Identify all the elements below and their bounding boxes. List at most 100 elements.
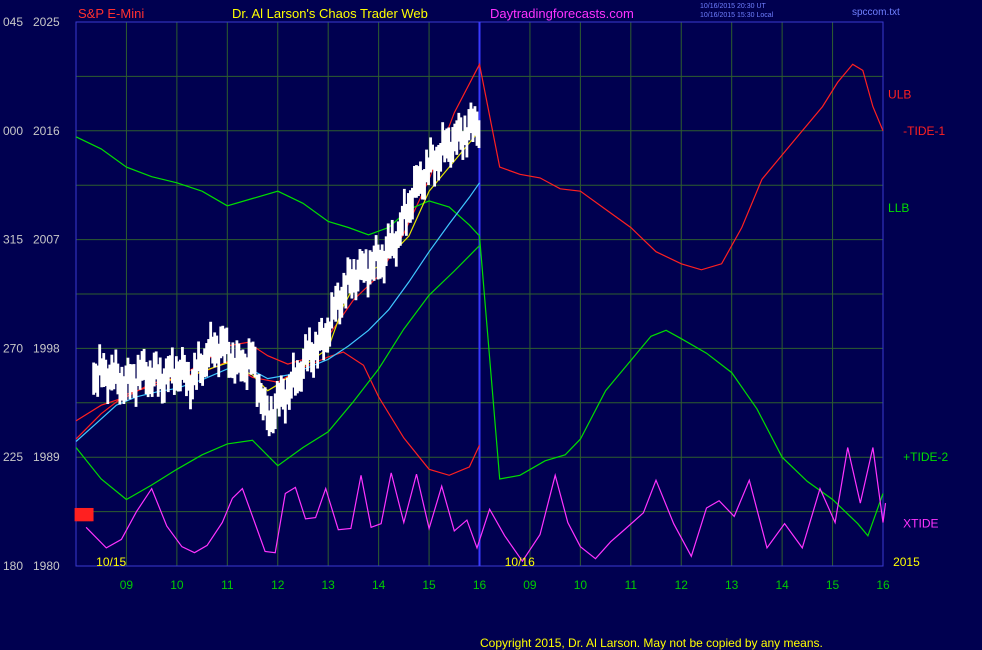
price-bar — [364, 249, 368, 282]
y-tick-label-right: 2025 — [33, 15, 60, 29]
price-bar — [275, 380, 279, 409]
price-bar — [409, 190, 412, 223]
date-label: 10/16 — [505, 555, 535, 569]
price-bar — [134, 378, 138, 407]
price-bar — [126, 357, 130, 384]
price-bar — [386, 223, 390, 259]
price-bar — [382, 250, 386, 284]
price-bar — [358, 249, 362, 280]
price-bar — [185, 361, 188, 397]
price-bar — [352, 259, 356, 293]
price-bar — [104, 359, 108, 387]
price-bar — [241, 349, 245, 382]
price-bar — [138, 359, 142, 390]
price-bar — [459, 117, 463, 150]
price-bar — [223, 328, 227, 364]
price-bar — [217, 343, 221, 378]
price-bar — [162, 368, 166, 403]
price-bar — [322, 327, 326, 361]
y-tick-label-right: 2016 — [33, 124, 60, 138]
price-bar — [376, 244, 380, 280]
price-bar — [110, 354, 114, 391]
x-tick-label: 11 — [625, 578, 638, 592]
price-bar — [114, 349, 118, 384]
price-bar — [354, 269, 358, 301]
x-tick-label: 09 — [523, 578, 537, 592]
price-bar — [78, 507, 82, 522]
x-tick-label: 09 — [120, 578, 134, 592]
price-bar — [324, 323, 328, 353]
price-bar — [239, 350, 243, 382]
price-bar — [203, 348, 207, 378]
price-bar — [277, 382, 281, 417]
price-bar — [112, 362, 116, 390]
price-bar — [314, 331, 317, 361]
x-tick-label: 10 — [170, 578, 184, 592]
timestamp-ut: 10/16/2015 20:30 UT — [700, 3, 766, 10]
price-bar — [291, 352, 295, 388]
chart-series — [75, 62, 887, 563]
series-label: +TIDE-2 — [903, 450, 948, 464]
price-bar — [74, 507, 78, 522]
price-bar — [344, 275, 348, 309]
price-bar — [197, 341, 200, 372]
price-bar — [431, 144, 434, 170]
price-bar — [267, 410, 271, 437]
price-bar — [98, 344, 102, 376]
price-bar — [413, 165, 416, 198]
price-bar — [441, 122, 445, 156]
price-bar — [362, 253, 366, 283]
price-bar — [338, 290, 342, 325]
chart-title-instrument: S&P E-Mini — [78, 6, 144, 21]
price-bar — [148, 360, 152, 395]
price-bar — [152, 352, 156, 387]
price-bar — [187, 361, 190, 391]
price-bar — [356, 259, 360, 292]
price-bar — [289, 371, 293, 399]
x-tick-label: 12 — [675, 578, 689, 592]
price-bars — [74, 102, 481, 522]
price-bar — [477, 120, 481, 149]
y-tick-label-left: 270 — [3, 341, 23, 355]
price-bar — [76, 507, 80, 522]
series-line-ma-cyan — [75, 182, 480, 442]
price-bar — [249, 342, 253, 375]
series-label: XTIDE — [903, 517, 938, 531]
price-bar — [261, 388, 265, 421]
price-bar — [328, 321, 332, 347]
series-label: LLB — [888, 201, 909, 215]
price-bar — [287, 374, 291, 410]
price-bar — [219, 326, 223, 359]
price-bar — [360, 250, 364, 281]
price-bar — [94, 363, 98, 393]
price-bar — [120, 366, 124, 401]
price-bar — [285, 377, 289, 405]
price-bar — [170, 347, 174, 384]
price-bar — [336, 282, 340, 310]
price-bar — [298, 362, 301, 392]
x-tick-label: 13 — [322, 578, 336, 592]
price-bar — [306, 340, 309, 372]
price-bar — [88, 507, 92, 522]
price-bar — [400, 205, 404, 236]
price-bar — [181, 347, 184, 380]
price-bar — [211, 336, 215, 364]
price-bar — [229, 353, 233, 378]
price-bar — [213, 332, 217, 368]
price-bar — [427, 157, 430, 186]
price-bar — [233, 357, 237, 384]
price-bar — [90, 507, 94, 522]
copyright-notice: Copyright 2015, Dr. Al Larson. May not b… — [480, 636, 823, 650]
price-bar — [455, 120, 459, 155]
price-bar — [237, 343, 241, 373]
price-bar — [199, 353, 202, 384]
price-bar — [465, 127, 469, 158]
price-bar — [156, 364, 160, 397]
y-tick-label-right: 1998 — [33, 341, 60, 355]
price-bar — [281, 378, 285, 410]
price-bar — [417, 166, 420, 197]
price-bar — [166, 356, 170, 393]
price-bar — [221, 325, 225, 357]
chart-title-main: Dr. Al Larson's Chaos Trader Web — [232, 6, 428, 21]
price-bar — [116, 363, 120, 395]
